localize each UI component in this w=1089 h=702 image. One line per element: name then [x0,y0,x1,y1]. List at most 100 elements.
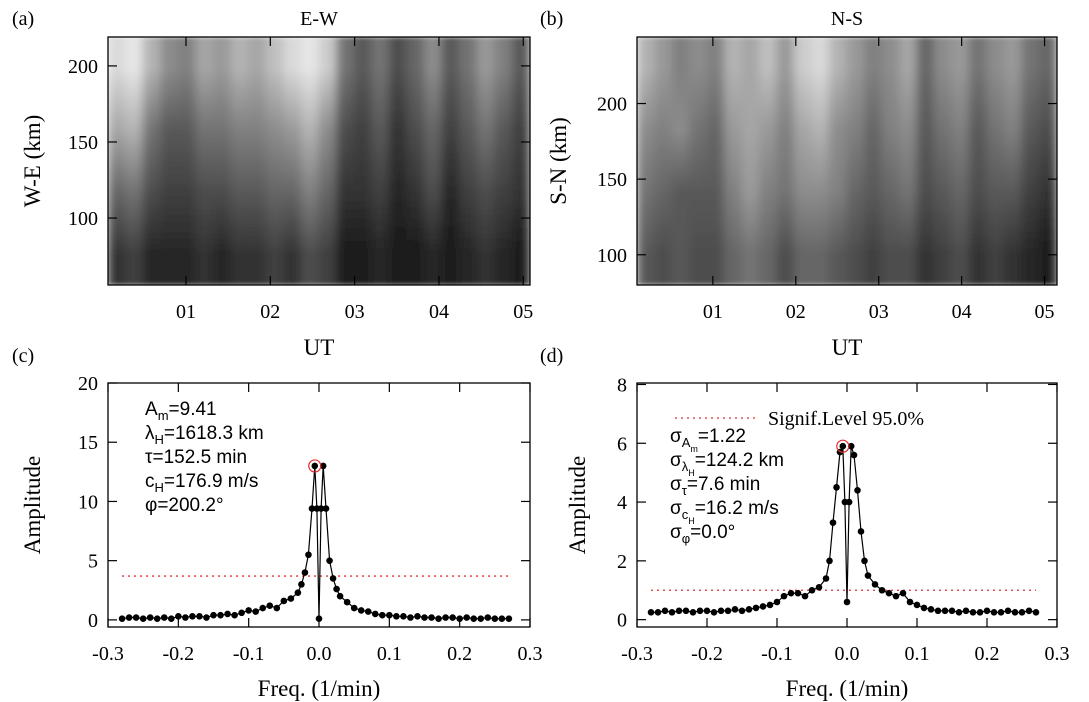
x-axis-label: UT [832,335,863,360]
x-tick-label: 04 [429,301,449,323]
data-point [1025,607,1033,615]
data-point [350,604,358,612]
data-point [682,607,690,615]
annotation-part: m [690,444,698,454]
heatmap-column [969,37,988,285]
heatmap-column [636,37,655,285]
heatmap-column [142,37,162,285]
data-point [139,615,147,623]
data-point [934,607,942,615]
data-point [826,557,833,565]
heatmap-column [160,37,179,285]
data-point [1011,609,1019,616]
heatmap-column [459,37,478,285]
data-point [400,613,407,620]
data-point [449,614,456,621]
data-point [871,581,879,588]
peak-marker [308,459,322,473]
data-point [703,607,711,615]
annotation: σφ=0.0° [670,522,735,546]
x-tick-label: 01 [176,301,196,323]
annotation-part: σ [670,426,682,447]
data-point [326,557,333,564]
annotation-part: φ [682,531,690,546]
data-point [878,586,886,594]
data-point [125,614,133,621]
annotation-part: =1618.3 km [164,423,264,444]
annotation-part: =7.6 min [687,474,760,495]
data-point [266,602,274,609]
data-point [245,607,252,614]
data-point [259,604,267,612]
data-point [386,611,393,619]
heatmap-column [476,37,496,285]
heatmap-column [724,37,743,285]
heatmap-column [899,37,918,285]
heatmap-column [654,37,673,285]
data-point [231,611,238,619]
x-axis-label: Freq. (1/min) [786,676,909,701]
data-point [311,462,319,470]
annotation-part: =0.0° [690,522,735,543]
panel: 100 150 200 01 02 03 04 05 (a) E-W UT W-E (km) [12,8,542,360]
annotation-part: H [688,468,695,478]
data-point [864,572,872,579]
heatmap-column [1004,37,1023,285]
data-point [815,584,823,591]
data-point [710,609,718,616]
data-point [808,586,816,594]
x-axis-label: UT [304,335,335,360]
x-tick-label: 0.2 [447,643,472,665]
y-tick-label: 15 [78,432,98,454]
heatmap-column [511,37,531,285]
y-tick-label: 10 [78,491,98,513]
data-point [969,609,977,616]
data-point [675,607,683,615]
annotation: σAm=1.22 [670,426,746,454]
x-tick-label: 03 [869,301,889,323]
data-point [484,614,492,621]
x-tick-label: 0.0 [835,643,860,665]
data-point [885,589,893,597]
data-point [920,604,928,612]
data-point [857,528,865,535]
panel-label: (a) [12,8,34,30]
data-point [647,609,655,616]
y-tick-label: 0 [617,610,627,632]
data-point [654,609,662,616]
heatmap-column [353,37,373,285]
data-point [153,615,161,623]
annotation: Am=9.41 [145,399,217,423]
data-point [892,592,900,600]
data-point [913,601,921,609]
data-point [189,613,196,620]
data-point [787,589,795,597]
peak-marker [836,439,850,453]
heatmap-column [107,37,127,285]
annotation-part: c [145,471,155,492]
x-tick-label: 0.0 [307,643,332,665]
data-point [752,604,760,612]
x-tick-label: 0.2 [975,643,1000,665]
axes-frame [636,36,1058,286]
data-point [456,615,463,623]
x-tick-label: -0.2 [162,643,194,665]
data-point [1004,607,1012,615]
y-tick-label: 100 [68,208,98,230]
data-point [305,551,312,559]
heatmap-column [388,37,408,285]
panel-title: E-W [300,8,338,30]
annotation-part: =200.2° [157,495,223,516]
data-point [759,603,767,610]
heatmap [107,37,531,285]
heatmap-column [494,37,513,285]
heatmap-column [1039,37,1058,285]
heatmap-column [283,37,302,285]
y-axis-label: W-E (km) [20,115,45,208]
data-point [948,607,956,615]
data-point [182,614,189,621]
panel: 100 150 200 01 02 03 04 05 (b) N-S UT S-N (km) [540,8,1069,360]
annotation: σcH=16.2 m/s [670,498,779,526]
annotation-part: λ [682,459,689,474]
